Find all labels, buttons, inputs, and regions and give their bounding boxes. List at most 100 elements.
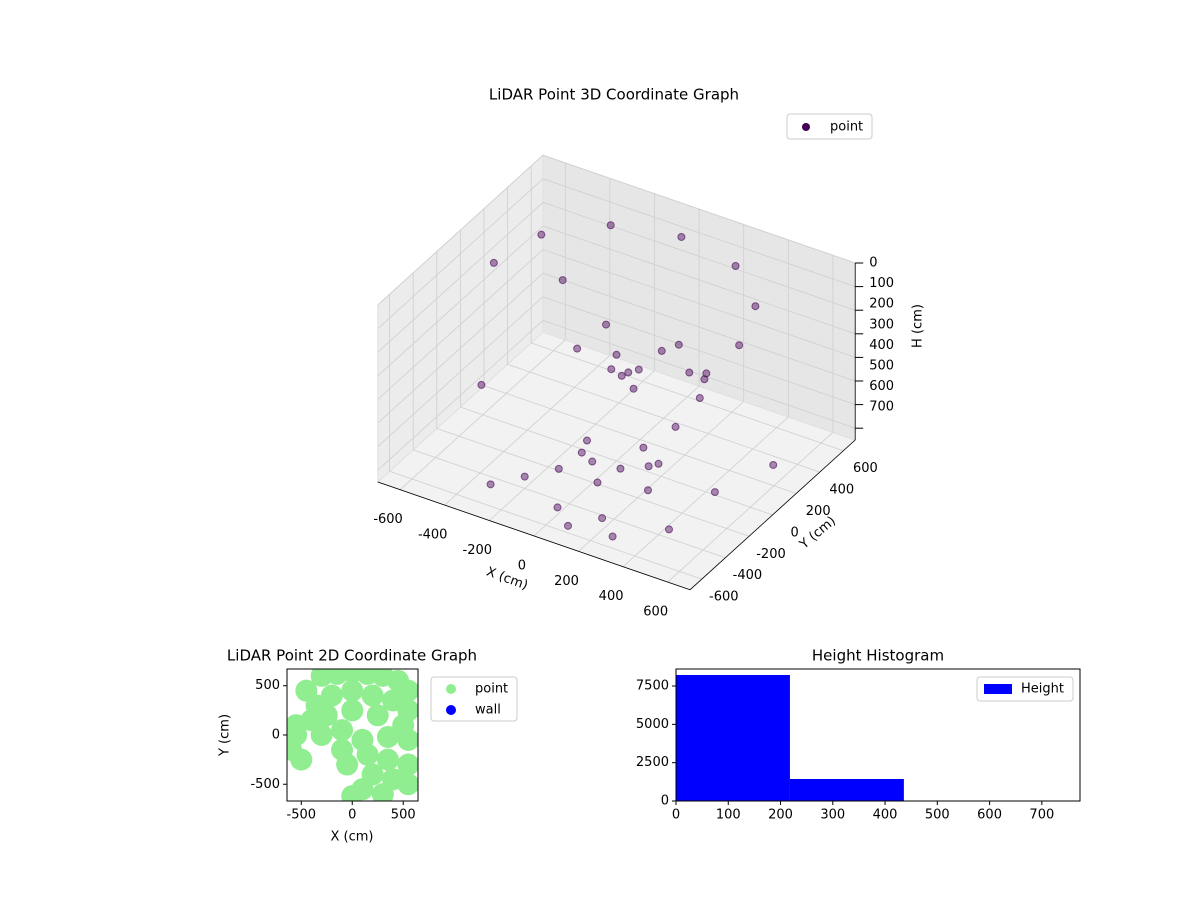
legend-marker [446, 684, 456, 694]
point [607, 365, 616, 374]
grid-line [377, 178, 544, 329]
point [397, 728, 418, 751]
point [554, 464, 563, 473]
y-tick-label: 7500 [636, 679, 669, 694]
point [617, 371, 626, 380]
grid-line [377, 249, 544, 400]
point [702, 369, 711, 378]
point [695, 394, 704, 403]
y-tick-label: -400 [733, 568, 763, 583]
grid-line [460, 406, 773, 516]
y-tick-label: 200 [806, 504, 831, 519]
z-tick-label: 200 [869, 297, 894, 312]
plot-area [287, 669, 418, 801]
x-tick-label: 600 [643, 605, 668, 620]
x-tick-label: -400 [418, 528, 448, 543]
x-tick-label: 100 [716, 808, 741, 823]
y-tick-label: 5000 [636, 717, 669, 732]
point [674, 340, 683, 349]
grid-line [542, 320, 856, 429]
point [520, 472, 529, 481]
point [644, 486, 652, 495]
grid-line [542, 249, 856, 358]
grid-line [542, 202, 856, 311]
grid-line [542, 154, 856, 264]
point [371, 783, 394, 801]
x-tick-label: -600 [373, 512, 403, 527]
point [588, 457, 597, 466]
z-tick-label: 0 [869, 256, 877, 271]
z-tick-label: 500 [869, 359, 894, 374]
legend-box [976, 676, 1074, 702]
grid-line [542, 225, 856, 335]
z-tick-label: 300 [869, 317, 894, 332]
point [583, 436, 591, 445]
grid-line [377, 202, 544, 353]
point [644, 462, 653, 471]
z-tick-label: 400 [869, 338, 894, 353]
point [639, 443, 648, 452]
legend-label: wall [475, 703, 501, 718]
point [593, 478, 602, 487]
x-axis-line [377, 481, 691, 591]
axes-frame [675, 668, 1081, 802]
z-tick-label: 700 [869, 400, 894, 415]
legend-marker [446, 705, 456, 715]
chart-title: Height Histogram [812, 647, 944, 665]
legend-label: point [475, 682, 508, 697]
grid-line [483, 385, 797, 494]
point [735, 341, 744, 350]
point [602, 320, 610, 329]
point [700, 375, 709, 384]
x-axis-label: X (cm) [331, 830, 374, 845]
grid-line [542, 272, 856, 382]
point [397, 773, 418, 796]
grid-line [413, 449, 726, 559]
x-tick-label: 400 [599, 589, 624, 604]
point [654, 459, 663, 468]
point [665, 525, 673, 534]
z-tick-label: 600 [869, 379, 894, 394]
point [489, 258, 498, 267]
grid-line [377, 296, 544, 447]
y-tick-label: 0 [661, 794, 669, 809]
point [341, 699, 364, 722]
y-tick-label: -500 [250, 777, 280, 792]
x-tick-label: 700 [1029, 808, 1054, 823]
point [336, 753, 359, 776]
point [629, 384, 638, 393]
y-tick-label: -200 [756, 547, 786, 562]
legend-marker [802, 123, 810, 131]
grid-line [377, 320, 544, 471]
point [564, 521, 572, 530]
point [624, 368, 633, 377]
x-tick-label: 400 [873, 808, 898, 823]
x-tick-label: 600 [977, 808, 1002, 823]
y-tick-label: 600 [853, 461, 878, 476]
grid-line [377, 225, 544, 377]
point [616, 464, 625, 473]
x-tick-label: -500 [287, 808, 317, 823]
point [671, 422, 680, 431]
point [290, 748, 313, 771]
point [657, 346, 666, 355]
point [573, 344, 582, 353]
grid-line [377, 272, 544, 424]
point [731, 262, 740, 270]
point [331, 719, 354, 742]
legend-marker [984, 684, 1012, 694]
y-tick-label: -600 [709, 590, 739, 605]
point [397, 753, 418, 776]
z-tick-label: 100 [869, 276, 894, 291]
point [577, 448, 586, 457]
point [710, 488, 719, 497]
point [598, 514, 607, 523]
y-tick-label: 500 [255, 678, 280, 693]
y-tick-label: 0 [272, 728, 280, 743]
x-tick-label: 0 [518, 558, 526, 573]
bar [789, 779, 904, 801]
grid-line [436, 428, 750, 537]
legend-label: Height [1021, 682, 1064, 697]
x-tick-label: 300 [820, 808, 845, 823]
point [310, 724, 333, 746]
